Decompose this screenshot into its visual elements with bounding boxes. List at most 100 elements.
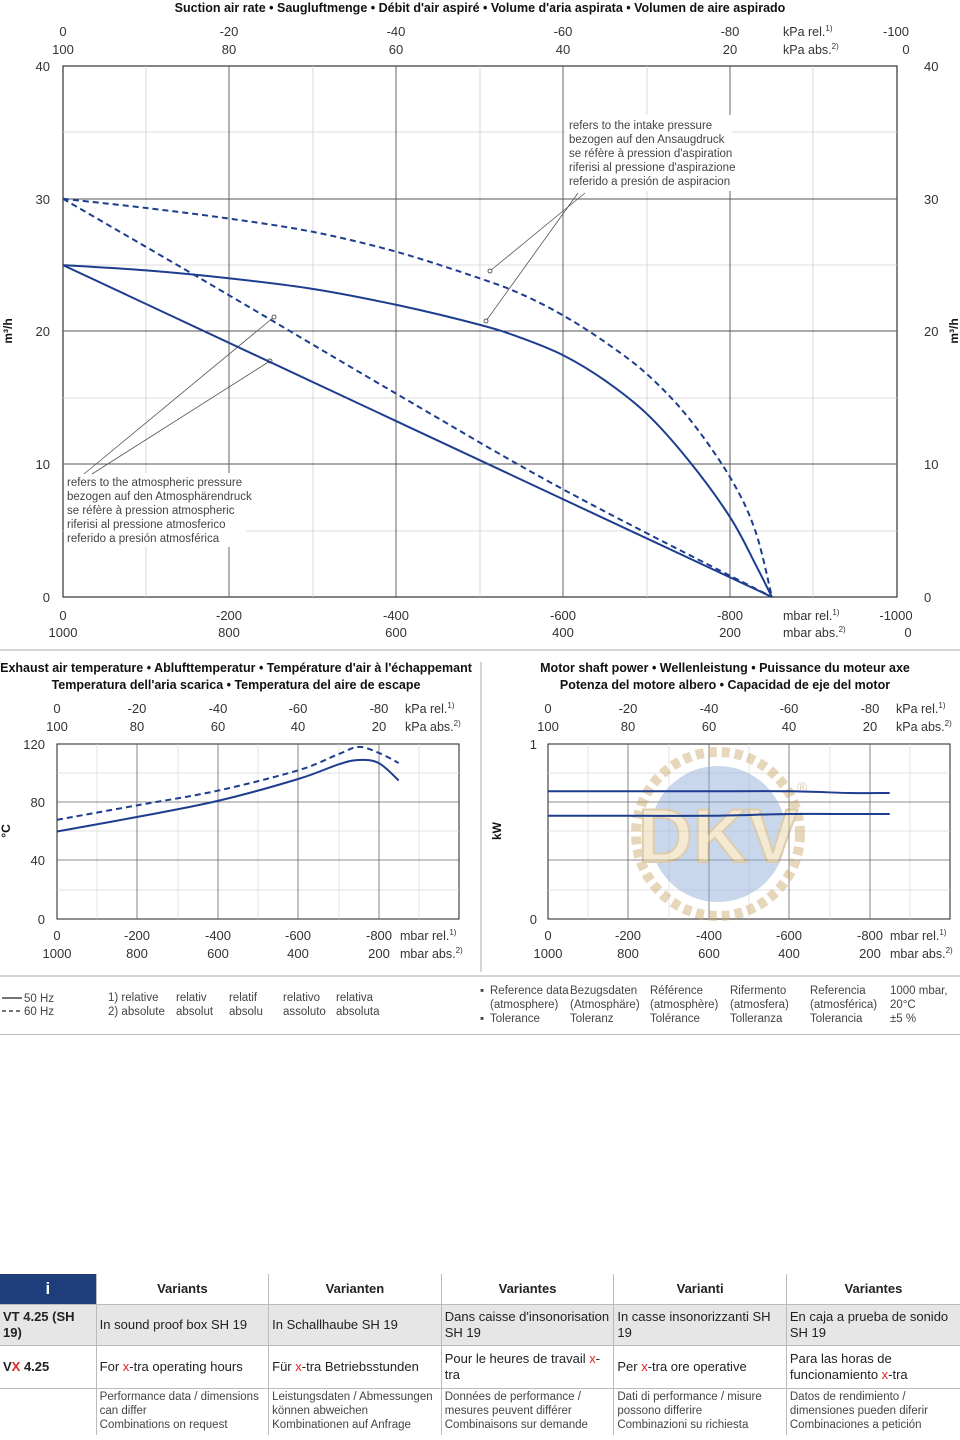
- main-top-abs-tick: 40: [556, 42, 570, 57]
- power-top-abs-tick: 100: [537, 719, 559, 734]
- temp-top-abs-tick: 80: [130, 719, 144, 734]
- variant-cell: For x-tra operating hours: [95, 1345, 269, 1389]
- main-y-label-right: m³/h: [947, 318, 960, 343]
- legend-note: 2) absolute: [108, 1006, 165, 1018]
- main-series-line-50hz: [62, 264, 773, 598]
- temp-y-label: °C: [0, 824, 13, 838]
- power-bottom-abs-tick: 800: [617, 946, 639, 961]
- main-top-rel-tick: -40: [387, 24, 406, 39]
- power-y-label: kW: [490, 821, 504, 840]
- variant-row: VT 4.25 (SH 19) In sound proof box SH 19…: [0, 1304, 960, 1346]
- main-top-abs-tick: 60: [389, 42, 403, 57]
- power-top-abs-tick: 60: [702, 719, 716, 734]
- bullet: ▪: [480, 1013, 485, 1025]
- power-series: [547, 790, 890, 817]
- main-top-abs-tick: 80: [222, 42, 236, 57]
- note-intake-line: referido a presión de aspiracion: [569, 176, 730, 188]
- temp-unit-mbar-abs: mbar abs.2): [400, 946, 463, 961]
- footer-cell: Performance data / dimensions can differ C…: [95, 1388, 269, 1435]
- note-intake-line: bezogen auf den Ansaugdruck: [569, 134, 725, 146]
- footer-cell: Datos de rendimiento / dimensiones pueden…: [785, 1388, 960, 1435]
- main-bottom-rel-tick: -1000: [879, 608, 912, 623]
- main-y-tick: 40: [36, 59, 50, 74]
- main-y-tick-right: 30: [924, 192, 938, 207]
- variant-row: VX 4.25 For x-tra operating hours Für x-…: [0, 1345, 960, 1389]
- power-top-rel-tick: -60: [780, 701, 799, 716]
- temp-bottom-rel-tick: -400: [205, 928, 231, 943]
- main-bottom-rel-tick: -400: [383, 608, 409, 623]
- tolerance-fr: Tolérance: [650, 1013, 700, 1025]
- power-unit-mbar-abs: mbar abs.2): [890, 946, 953, 961]
- bullet: ▪: [480, 985, 485, 997]
- reference-en: Reference data (atmosphere): [490, 985, 569, 1011]
- variant-cell: In Schallhaube SH 19: [268, 1304, 442, 1346]
- legend-60hz: 60 Hz: [24, 1006, 54, 1018]
- legend-note: absoluta: [336, 1006, 380, 1018]
- reference-value: 1000 mbar, 20°C: [890, 985, 948, 1011]
- power-top-rel-tick: -20: [619, 701, 638, 716]
- temp-bottom-ticks: 0 -200 -400 -600 -800 1000 800 600 400 2…: [43, 928, 464, 961]
- power-y-tick: 1: [530, 737, 537, 752]
- legend-note: 1) relative: [108, 992, 159, 1004]
- footer-cell: Dati di performance / misure possono diff…: [613, 1388, 787, 1435]
- reference-it: Rifermento (atmosfera): [730, 985, 789, 1011]
- main-top-abs-tick: 100: [52, 42, 74, 57]
- header-cell: Varianti: [613, 1274, 787, 1305]
- tolerance-value: ±5 %: [890, 1013, 917, 1025]
- main-chart-title: Suction air rate • Saugluftmenge • Débit…: [175, 1, 786, 15]
- variant-cell: En caja a prueba de sonido SH 19: [785, 1304, 960, 1346]
- main-series-line-60hz: [62, 197, 773, 598]
- temp-y-tick: 0: [38, 912, 45, 927]
- temp-bottom-rel-tick: -600: [285, 928, 311, 943]
- tolerance-en: Tolerance: [490, 1013, 540, 1025]
- main-top-rel-tick: -60: [554, 24, 573, 39]
- main-y-tick-right: 0: [924, 590, 931, 605]
- note-atmo-line: referido a presión atmosférica: [67, 533, 220, 545]
- temp-top-abs-tick: 20: [372, 719, 386, 734]
- legend-note: assoluto: [283, 1006, 326, 1018]
- power-bottom-rel-tick: -600: [776, 928, 802, 943]
- footer-spacer: [0, 1388, 97, 1435]
- tolerance-de: Toleranz: [570, 1013, 614, 1025]
- variants-footer-row: Performance data / dimensions can differ C…: [0, 1388, 960, 1435]
- variant-cell: Per x-tra ore operative: [613, 1345, 787, 1389]
- tolerance-es: Tolerancia: [810, 1013, 863, 1025]
- watermark-text: DKV: [638, 794, 799, 879]
- reference-es: Referencia (atmosférica): [810, 985, 878, 1011]
- power-bottom-abs-tick: 400: [778, 946, 800, 961]
- main-y-tick: 0: [43, 590, 50, 605]
- note-atmo-line: refers to the atmospheric pressure: [67, 477, 242, 489]
- temp-y-tick: 80: [31, 795, 45, 810]
- temp-series-line-60hz: [56, 745, 400, 821]
- tolerance-it: Tolleranza: [730, 1013, 783, 1025]
- main-annotations: refers to the intake pressure bezogen au…: [64, 115, 735, 547]
- temp-bottom-abs-tick: 600: [207, 946, 229, 961]
- power-series-line-60hz: [547, 790, 890, 795]
- main-bottom-abs-tick: 1000: [49, 625, 78, 640]
- main-y-label: m³/h: [1, 318, 15, 343]
- variant-cell: Für x-tra Betriebsstunden: [268, 1345, 442, 1389]
- power-y-tick: 0: [530, 912, 537, 927]
- note-intake-line: refers to the intake pressure: [569, 120, 712, 132]
- main-top-rel-tick: -20: [220, 24, 239, 39]
- main-bottom-rel-tick: -800: [717, 608, 743, 623]
- note-intake-line: riferisi al pressione d'aspirazione: [569, 162, 735, 174]
- temp-top-rel-tick: -40: [209, 701, 228, 716]
- main-unit-kpa-abs: kPa abs.2): [783, 42, 839, 57]
- main-top-ticks: 0 -20 -40 -60 -80 -100 100 80 60 40 20 0…: [52, 24, 909, 57]
- temp-bottom-rel-tick: 0: [53, 928, 60, 943]
- reference-block: ▪ Reference data (atmosphere) Bezugsdate…: [480, 984, 958, 1026]
- temp-y-ticks: 0 40 80 120 °C: [0, 737, 45, 927]
- power-top-abs-tick: 20: [863, 719, 877, 734]
- main-bottom-abs-tick: 600: [385, 625, 407, 640]
- power-series-line-50hz: [548, 812, 890, 817]
- temp-series-line-50hz: [56, 758, 400, 833]
- power-bottom-abs-tick: 200: [859, 946, 881, 961]
- legend-note: relativa: [336, 992, 374, 1004]
- power-top-rel-tick: 0: [544, 701, 551, 716]
- legend-note: relativo: [283, 992, 320, 1004]
- main-bottom-abs-tick: 200: [719, 625, 741, 640]
- variant-cell: Pour le heures de travail x-tra: [440, 1345, 614, 1389]
- temp-bottom-abs-tick: 200: [368, 946, 390, 961]
- note-intake-line: se réfère à pression d'aspiration: [569, 148, 732, 160]
